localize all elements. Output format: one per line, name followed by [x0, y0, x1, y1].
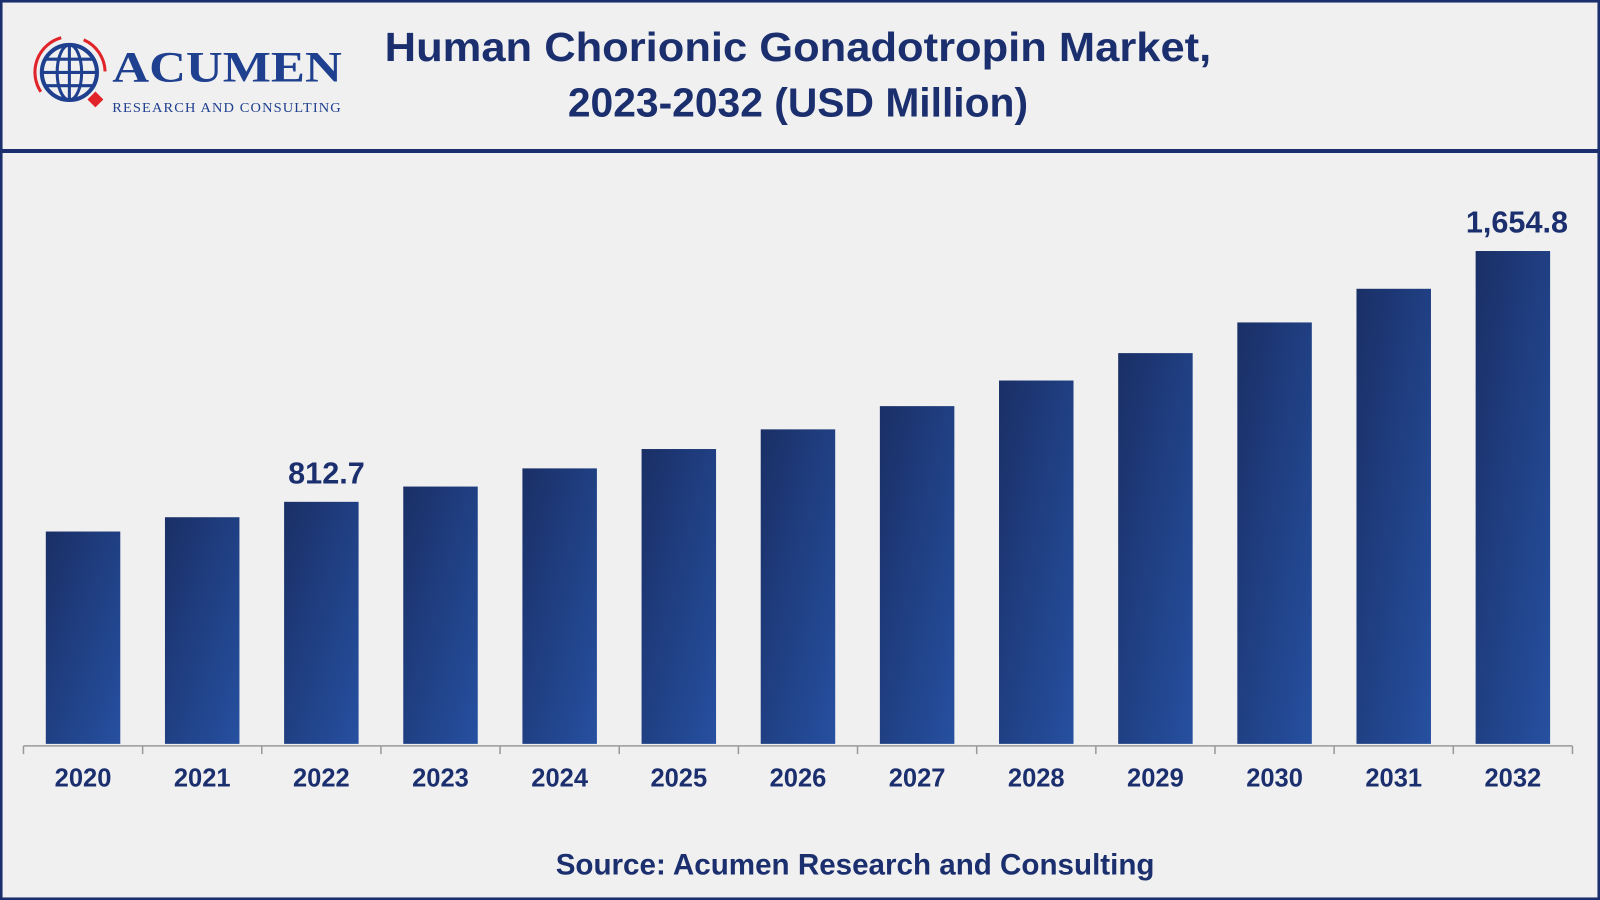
- x-tick-label: 2024: [531, 765, 589, 793]
- data-label-2032: 1,654.8: [1466, 206, 1568, 240]
- bar-2024: [522, 468, 597, 744]
- data-label-2022: 812.7: [288, 456, 365, 490]
- x-tick-label: 2021: [174, 765, 231, 793]
- x-tick-label: 2026: [770, 765, 827, 793]
- x-tick-label: 2029: [1127, 765, 1184, 793]
- logo-wordmark: ACUMEN: [112, 45, 342, 92]
- x-tick-label: 2023: [412, 765, 469, 793]
- x-tick-label: 2032: [1485, 765, 1542, 793]
- bar-2025: [641, 449, 717, 744]
- bar-2023: [403, 486, 478, 744]
- bar-2027: [879, 406, 955, 744]
- x-tick-label: 2027: [889, 765, 946, 793]
- plot-area: 2020 2021 2022 812.7 2023 2024 2025 2026 2027 202…: [22, 206, 1574, 793]
- logo-tagline: RESEARCH AND CONSULTING: [112, 100, 342, 115]
- logo: ACUMEN RESEARCH AND CONSULTING: [33, 36, 342, 115]
- bar-2021: [164, 517, 240, 744]
- globe-icon: [33, 36, 107, 108]
- bar-2022: [284, 501, 359, 744]
- x-tick-label: 2022: [293, 765, 350, 793]
- bar-2028: [999, 380, 1074, 744]
- x-tick-label: 2030: [1246, 765, 1303, 793]
- bar-2026: [760, 429, 836, 744]
- bar-2029: [1118, 353, 1193, 744]
- bar-2030: [1237, 322, 1312, 744]
- chart-title-line2: 2023-2032 (USD Million): [568, 79, 1028, 125]
- x-tick-label: 2025: [650, 765, 707, 793]
- source-note: Source: Acumen Research and Consulting: [556, 848, 1155, 881]
- bar-2031: [1356, 288, 1431, 744]
- bar-2032: [1475, 251, 1551, 744]
- bar-2020: [45, 531, 121, 744]
- x-tick-label: 2028: [1008, 765, 1065, 793]
- chart-title-line1: Human Chorionic Gonadotropin Market,: [385, 24, 1212, 70]
- x-tick-label: 2031: [1365, 765, 1422, 793]
- x-tick-label: 2020: [55, 765, 112, 793]
